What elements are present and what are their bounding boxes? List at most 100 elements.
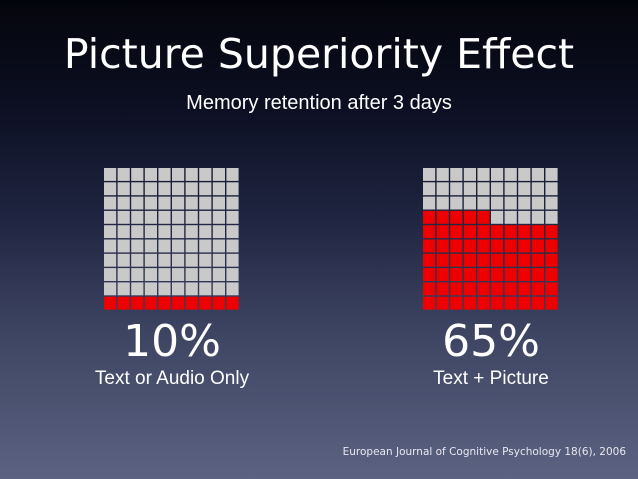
waffle-cell-empty xyxy=(117,196,130,210)
waffle-cell-empty xyxy=(158,196,171,210)
waffle-cell-empty xyxy=(463,182,476,196)
waffle-cell-empty xyxy=(158,210,171,224)
waffle-cell-filled xyxy=(450,210,463,224)
waffle-cell-empty xyxy=(436,196,449,210)
waffle-cell-empty xyxy=(104,196,117,210)
waffle-cell-filled xyxy=(104,296,117,310)
waffle-cell-filled xyxy=(504,253,517,267)
waffle-cell-empty xyxy=(199,282,212,296)
waffle-chart-text-picture xyxy=(423,168,558,310)
waffle-cell-filled xyxy=(423,239,436,253)
waffle-cell-filled xyxy=(199,296,212,310)
waffle-cell-empty xyxy=(199,196,212,210)
waffle-cell-empty xyxy=(226,253,239,267)
waffle-cell-empty xyxy=(518,196,531,210)
waffle-cell-empty xyxy=(531,168,544,181)
waffle-cell-filled xyxy=(436,239,449,253)
waffle-cell-empty xyxy=(131,268,144,281)
waffle-cell-empty xyxy=(199,225,212,239)
waffle-cell-empty xyxy=(212,268,225,281)
waffle-cell-filled xyxy=(545,239,558,253)
waffle-cell-empty xyxy=(226,196,239,210)
waffle-cell-empty xyxy=(158,239,171,253)
waffle-cell-filled xyxy=(463,253,476,267)
waffle-cell-filled xyxy=(545,282,558,296)
waffle-cell-empty xyxy=(185,253,198,267)
waffle-cell-filled xyxy=(518,282,531,296)
waffle-cell-empty xyxy=(491,182,504,196)
waffle-cell-empty xyxy=(212,196,225,210)
waffle-cell-empty xyxy=(185,182,198,196)
waffle-cell-empty xyxy=(158,253,171,267)
category-label: Text + Picture xyxy=(433,368,549,389)
waffle-cell-filled xyxy=(504,268,517,281)
waffle-cell-filled xyxy=(423,296,436,310)
waffle-cell-filled xyxy=(463,210,476,224)
waffle-cell-filled xyxy=(504,296,517,310)
waffle-cell-empty xyxy=(199,182,212,196)
waffle-cell-empty xyxy=(199,253,212,267)
waffle-cell-empty xyxy=(212,253,225,267)
waffle-cell-empty xyxy=(450,168,463,181)
waffle-cell-empty xyxy=(131,225,144,239)
waffle-cell-empty xyxy=(131,168,144,181)
waffle-cell-filled xyxy=(436,296,449,310)
waffle-cell-filled xyxy=(545,253,558,267)
waffle-cell-empty xyxy=(104,268,117,281)
waffle-panel-text-picture: 65% Text + Picture xyxy=(371,168,611,391)
waffle-cell-filled xyxy=(158,296,171,310)
waffle-cell-filled xyxy=(436,268,449,281)
waffle-cell-filled xyxy=(518,225,531,239)
waffle-cell-filled xyxy=(518,296,531,310)
waffle-cell-filled xyxy=(531,296,544,310)
waffle-cell-filled xyxy=(131,296,144,310)
waffle-cell-empty xyxy=(226,239,239,253)
slide-subtitle: Memory retention after 3 days xyxy=(186,92,452,114)
waffle-cell-empty xyxy=(172,196,185,210)
waffle-panel-text-only: 10% Text or Audio Only xyxy=(52,168,292,391)
waffle-cell-empty xyxy=(158,282,171,296)
waffle-cell-filled xyxy=(491,239,504,253)
waffle-cell-empty xyxy=(531,182,544,196)
waffle-cell-empty xyxy=(131,239,144,253)
waffle-cell-filled xyxy=(226,296,239,310)
waffle-cell-filled xyxy=(477,210,490,224)
waffle-cell-empty xyxy=(144,196,157,210)
waffle-cell-empty xyxy=(477,182,490,196)
waffle-cell-empty xyxy=(199,168,212,181)
waffle-cell-empty xyxy=(185,210,198,224)
waffle-cell-empty xyxy=(172,239,185,253)
waffle-cell-empty xyxy=(104,168,117,181)
waffle-cell-empty xyxy=(491,168,504,181)
waffle-cell-empty xyxy=(185,225,198,239)
waffle-cell-filled xyxy=(436,282,449,296)
waffle-cell-empty xyxy=(172,210,185,224)
waffle-cell-empty xyxy=(545,182,558,196)
waffle-cell-empty xyxy=(144,239,157,253)
waffle-cell-filled xyxy=(450,268,463,281)
waffle-cell-filled xyxy=(504,225,517,239)
waffle-cell-empty xyxy=(199,210,212,224)
waffle-cell-empty xyxy=(518,168,531,181)
waffle-cell-filled xyxy=(518,239,531,253)
waffle-cell-empty xyxy=(172,168,185,181)
waffle-cell-empty xyxy=(463,168,476,181)
waffle-cell-empty xyxy=(117,268,130,281)
waffle-cell-empty xyxy=(226,225,239,239)
waffle-cell-filled xyxy=(423,210,436,224)
waffle-cell-filled xyxy=(450,225,463,239)
waffle-cell-empty xyxy=(450,196,463,210)
waffle-cell-empty xyxy=(144,210,157,224)
waffle-cell-filled xyxy=(545,268,558,281)
waffle-cell-empty xyxy=(226,282,239,296)
waffle-cell-filled xyxy=(477,282,490,296)
waffle-cell-empty xyxy=(531,210,544,224)
waffle-cell-empty xyxy=(104,253,117,267)
waffle-cell-empty xyxy=(212,168,225,181)
waffle-cell-empty xyxy=(212,182,225,196)
waffle-cell-filled xyxy=(423,268,436,281)
waffle-cell-filled xyxy=(531,282,544,296)
waffle-cell-filled xyxy=(463,225,476,239)
waffle-cell-filled xyxy=(450,296,463,310)
waffle-cell-empty xyxy=(436,168,449,181)
